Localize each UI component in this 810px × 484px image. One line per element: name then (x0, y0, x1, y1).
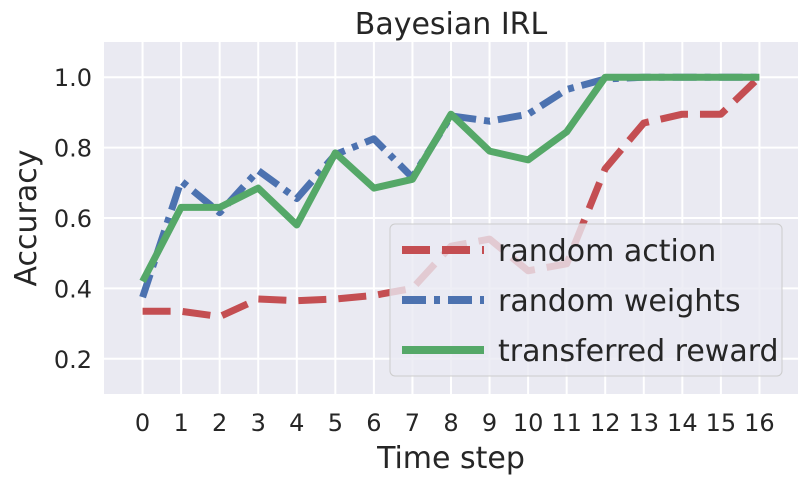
x-tick-label: 9 (482, 409, 497, 437)
chart-title: Bayesian IRL (355, 7, 548, 42)
y-tick-label: 1.0 (54, 64, 92, 92)
x-tick-label: 11 (551, 409, 582, 437)
legend-box (389, 223, 783, 377)
legend-label: random action (498, 234, 716, 269)
tick-labels: 0 1 2 3 4 5 6 7 8 9 10 11 12 13 14 15 160.20.40.60.81.0 (54, 64, 775, 437)
x-tick-label: 14 (667, 409, 698, 437)
x-axis-label: Time step (376, 441, 525, 476)
x-tick-label: 8 (443, 409, 458, 437)
x-tick-label: 13 (629, 409, 660, 437)
x-tick-label: 2 (212, 409, 227, 437)
x-tick-label: 12 (590, 409, 621, 437)
x-tick-label: 15 (706, 409, 737, 437)
x-tick-label: 5 (328, 409, 343, 437)
x-tick-label: 4 (289, 409, 304, 437)
legend: random action random weights transferred r… (389, 223, 783, 377)
x-tick-label: 3 (251, 409, 266, 437)
y-tick-label: 0.4 (54, 275, 92, 303)
y-axis-label: Accuracy (9, 150, 44, 287)
y-tick-label: 0.6 (54, 205, 92, 233)
x-tick-label: 0 (135, 409, 150, 437)
legend-label: transferred reward (498, 334, 779, 369)
x-tick-label: 7 (405, 409, 420, 437)
x-tick-label: 1 (173, 409, 188, 437)
y-tick-label: 0.2 (54, 346, 92, 374)
series-line-transferred-reward (139, 73, 760, 284)
y-tick-label: 0.8 (54, 135, 92, 163)
x-tick-label: 16 (744, 409, 775, 437)
x-tick-label: 10 (513, 409, 544, 437)
x-tick-label: 6 (366, 409, 381, 437)
legend-label: random weights (498, 284, 741, 319)
